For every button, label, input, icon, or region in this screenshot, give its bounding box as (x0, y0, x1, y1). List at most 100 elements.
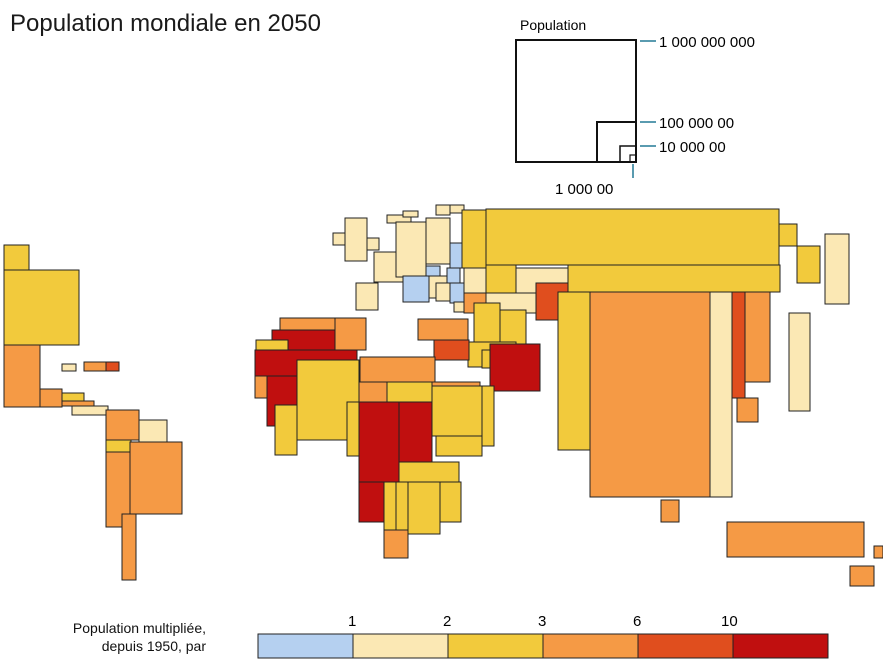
country-block (105, 439, 132, 453)
size-legend-heading: Population (520, 17, 586, 33)
country-block (61, 392, 85, 402)
country-block (796, 245, 821, 284)
country-block (788, 312, 811, 412)
country-block (731, 291, 746, 399)
country-block (567, 264, 781, 293)
country-block (3, 244, 30, 271)
color-legend-caption: Population multipliée, depuis 1950, par (0, 619, 206, 655)
country-block (398, 461, 460, 483)
country-block (744, 291, 771, 383)
legend-tick-label-1: 1 (348, 613, 356, 630)
country-block (71, 405, 109, 416)
country-block (589, 291, 711, 498)
country-block (489, 343, 541, 392)
country-block (485, 208, 780, 266)
size-legend: Population 1 000 000 000 100 000 00 10 0… (515, 17, 755, 198)
color-legend: 1 2 3 6 10 (257, 613, 829, 659)
country-block (121, 513, 137, 581)
legend-swatch-3 (447, 633, 544, 659)
country-block (355, 282, 379, 311)
country-block (358, 381, 388, 403)
country-blocks (3, 204, 883, 587)
legend-swatch-4 (542, 633, 639, 659)
country-block (481, 385, 495, 447)
country-block (395, 481, 409, 531)
size-square-1e7 (619, 145, 637, 163)
color-legend-caption-line1: Population multipliée, (72, 620, 206, 636)
country-block (274, 404, 298, 456)
country-block (726, 521, 865, 558)
country-block (129, 441, 183, 515)
legend-tick-label-4: 6 (633, 613, 641, 630)
country-block (366, 237, 380, 251)
country-block (873, 545, 883, 559)
legend-tick-label-2: 2 (443, 613, 451, 630)
country-block (425, 217, 451, 265)
country-block (461, 209, 487, 269)
country-block (332, 232, 346, 246)
size-tick-label-3: 10 000 00 (659, 139, 726, 156)
size-square-1e8 (596, 121, 637, 163)
legend-swatch-6 (732, 633, 829, 659)
country-block (383, 529, 409, 559)
country-block (736, 397, 759, 423)
legend-swatch-1 (257, 633, 354, 659)
country-block (255, 339, 289, 351)
country-block (425, 265, 441, 277)
country-block (61, 400, 95, 407)
map-title: Population mondiale en 2050 (10, 10, 321, 37)
legend-tick-label-3: 3 (538, 613, 546, 630)
country-block (473, 302, 501, 344)
country-block (398, 401, 433, 463)
country-block (439, 481, 462, 523)
country-block (463, 267, 487, 294)
country-block (39, 388, 63, 408)
country-block (435, 204, 451, 216)
size-tick-label-4: 1 000 00 (555, 181, 613, 198)
country-block (3, 344, 41, 408)
country-block (449, 204, 465, 214)
country-block (849, 565, 875, 587)
country-block (709, 291, 733, 498)
country-block (402, 210, 419, 218)
legend-swatch-2 (352, 633, 449, 659)
country-block (334, 317, 367, 351)
country-block (417, 318, 469, 341)
country-block (358, 481, 385, 523)
country-block (407, 481, 441, 535)
country-block (557, 291, 591, 451)
country-block (433, 339, 470, 361)
legend-swatch-5 (637, 633, 734, 659)
country-block (105, 361, 120, 372)
size-square-1e9 (515, 39, 637, 163)
country-block (824, 233, 850, 305)
color-legend-caption-line2: depuis 1950, par (101, 638, 206, 654)
country-block (431, 385, 483, 437)
country-block (83, 361, 107, 372)
country-block (778, 223, 798, 247)
size-square-1e6 (629, 154, 637, 163)
country-block (383, 481, 397, 531)
size-tick-label-2: 100 000 00 (659, 115, 734, 132)
country-block (449, 242, 463, 269)
country-block (435, 282, 451, 302)
country-block (499, 309, 527, 346)
country-block (105, 409, 140, 441)
country-block (3, 269, 80, 346)
country-block (402, 275, 430, 303)
country-block (138, 419, 168, 443)
country-block (660, 499, 680, 523)
country-block (358, 401, 400, 483)
country-block (449, 282, 465, 304)
country-block (485, 264, 517, 294)
size-tick-label-1: 1 000 000 000 (659, 34, 755, 51)
country-block (446, 267, 461, 284)
legend-tick-label-5: 10 (721, 613, 738, 630)
country-block (386, 381, 433, 403)
country-block (61, 363, 77, 372)
country-block (254, 375, 268, 399)
country-block (359, 356, 436, 386)
country-block (395, 221, 427, 278)
country-block (435, 435, 483, 457)
